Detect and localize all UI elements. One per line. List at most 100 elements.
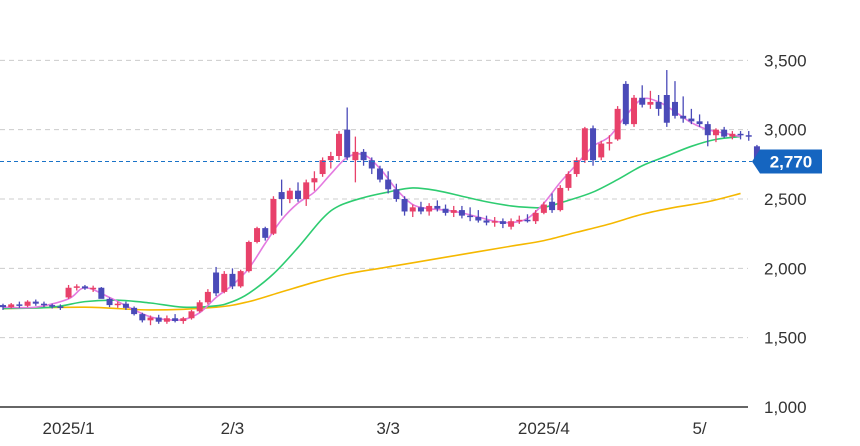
candle-body [680,115,687,119]
candle-body [16,304,23,306]
candle [581,126,588,163]
candle [532,210,539,224]
candle-body [106,298,113,306]
candle-body [286,190,293,199]
candle [631,95,638,127]
candle [499,218,506,229]
candle-body [737,133,744,136]
candle [73,284,80,291]
candle [491,217,498,227]
candle-body [458,210,465,216]
candle-body [196,302,203,312]
candle [508,218,515,230]
candle [737,131,744,140]
candle [549,193,556,213]
x-tick-label: 2025/4 [518,419,570,438]
candle-body [344,129,351,158]
candle-body [565,174,572,188]
candle-body [262,228,269,238]
candle [303,179,310,206]
candle [647,90,654,109]
candle-body [278,192,285,199]
candle-body [614,108,621,140]
candle [40,301,47,308]
candle [655,95,662,116]
candle [16,301,23,308]
candle [245,240,252,273]
candle-body [639,97,646,105]
candle-body [98,287,105,299]
candle-body [32,301,39,304]
candle [729,131,736,140]
candle [344,107,351,161]
candle-body [327,156,334,161]
candle [426,203,433,216]
last-price-badge [752,149,822,174]
candle [286,187,293,204]
candle-body [540,204,547,213]
candle-body [606,142,613,144]
candle-body [0,305,6,308]
y-axis-labels: 1,000 1,500 2,000 2,500 3,000 3,500 4,000 [764,0,807,417]
candle [106,297,113,308]
candle-body [352,151,359,161]
candle-body [696,121,703,125]
candle [352,136,359,183]
candle-body [155,317,162,322]
candle [8,303,15,309]
candle [32,299,39,306]
candle-body [237,271,244,287]
candle [614,106,621,141]
candle-body [368,160,375,169]
candle [24,300,31,308]
candle [696,114,703,127]
candle [745,131,752,141]
candle [163,315,170,324]
candle [213,266,220,297]
candle-body [73,286,80,288]
candle [122,301,129,310]
candle [573,157,580,177]
candle-body [516,219,523,222]
candle-body [131,307,138,315]
candle [172,314,179,323]
candle-body [24,301,31,306]
candle-body [622,83,629,125]
ma-short-line [2,97,741,322]
candle-body [303,182,310,199]
candle-body [65,287,72,298]
candle [270,196,277,236]
candle [663,70,670,127]
candle [131,306,138,316]
candle-body [753,146,760,162]
last-price-marker: 2,770 [0,149,822,174]
candle [557,185,564,212]
candle-body [385,179,392,190]
candle [483,215,490,226]
candle [319,157,326,177]
candle [704,121,711,147]
candle [540,201,547,215]
candle-body [81,286,88,289]
candle [139,312,146,323]
candle-body [335,133,342,157]
candle-body [631,97,638,125]
candle [401,196,408,216]
candle-body [434,205,441,209]
candle [221,271,228,294]
candle [458,205,465,219]
candle-body [254,228,261,242]
candle [0,303,6,310]
x-tick-label: 2025/1 [43,419,95,438]
candle-body [704,124,711,136]
candle [360,149,367,166]
candle-body [180,318,187,322]
candle-body [598,143,605,158]
candle-body [655,101,662,109]
candle-body [483,220,490,223]
candle [442,204,449,216]
candle [475,210,482,223]
candle-body [114,303,121,306]
candle [188,309,195,320]
